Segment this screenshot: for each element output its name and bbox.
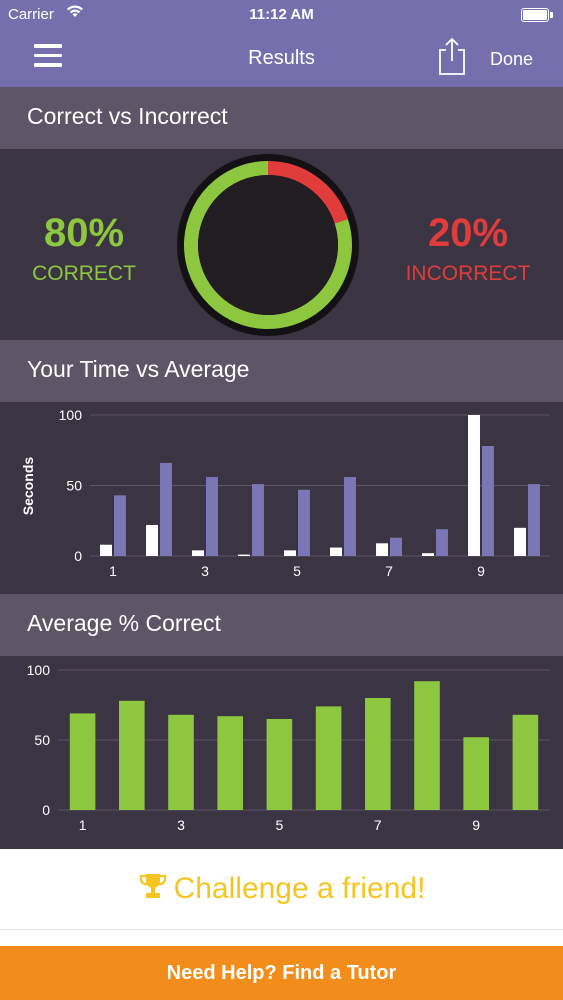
bar-series-1-4	[238, 554, 250, 556]
status-bar: Carrier 11:12 AM	[0, 0, 563, 30]
bar-series-1-1	[69, 713, 96, 810]
y-tick-label: 100	[27, 662, 51, 678]
divider	[0, 929, 563, 947]
section-title: Average % Correct	[27, 610, 221, 636]
time-chart-panel: Seconds 0 50 100 1 3 5 7 9	[0, 402, 563, 594]
bar-series-2-6	[344, 477, 356, 556]
bar-series-1-6	[315, 706, 342, 810]
donut-chart	[177, 154, 359, 336]
bar-series-1-3	[168, 714, 194, 810]
bar-series-2-4	[252, 484, 264, 556]
correct-stat: 80% CORRECT	[14, 211, 154, 286]
x-tick-label: 9	[477, 563, 485, 579]
bar-series-2-9	[482, 446, 494, 556]
y-tick-label: 50	[34, 732, 50, 748]
bar-series-1-2	[146, 524, 158, 556]
bar-series-2-1	[114, 495, 126, 556]
correct-label: CORRECT	[32, 262, 136, 285]
time-bar-chart: 0 50 100 1 3 5 7 9	[59, 407, 550, 579]
carrier-label: Carrier	[8, 6, 54, 23]
bar-series-1-9	[468, 415, 480, 556]
bar-series-1-3	[192, 550, 204, 556]
bar-series-1-9	[463, 737, 489, 810]
x-tick-label: 1	[109, 563, 117, 579]
bar-series-1-7	[376, 543, 388, 556]
challenge-button[interactable]: Challenge a friend!	[0, 849, 563, 929]
bar-series-1-8	[414, 681, 440, 810]
menu-icon[interactable]	[34, 44, 62, 68]
correct-percent: 80%	[43, 211, 125, 255]
average-correct-header: Average % Correct	[0, 594, 563, 656]
bar-series-1-10	[512, 714, 539, 810]
bar-series-1-5	[284, 550, 296, 556]
donut-incorrect-arc	[184, 161, 352, 329]
incorrect-stat: 20% INCORRECT	[392, 211, 544, 286]
find-tutor-button[interactable]: Need Help? Find a Tutor	[0, 946, 563, 1000]
bar-series-1-8	[422, 553, 434, 556]
trophy-icon	[138, 871, 168, 909]
y-tick-label: 100	[59, 407, 83, 423]
done-button[interactable]: Done	[490, 49, 534, 69]
incorrect-label: INCORRECT	[405, 262, 531, 285]
y-tick-label: 0	[74, 548, 82, 564]
bar-series-1-5	[266, 719, 293, 810]
nav-bar: Results Done	[0, 30, 563, 87]
x-tick-label: 7	[385, 563, 393, 579]
battery-icon	[521, 8, 553, 22]
bar-series-1-7	[365, 698, 391, 810]
bar-series-1-4	[217, 716, 243, 810]
x-tick-label: 7	[374, 817, 382, 833]
section-title: Your Time vs Average	[27, 356, 250, 382]
average-bar-chart: 0 50 100 1 3 5 7 9	[27, 662, 550, 833]
x-tick-label: 5	[293, 563, 301, 579]
x-tick-label: 3	[201, 563, 209, 579]
page-title: Results	[248, 47, 315, 69]
bar-series-2-7	[390, 537, 402, 556]
x-tick-label: 1	[79, 817, 87, 833]
correct-vs-incorrect-panel: 80% CORRECT 20% INCORRECT	[0, 149, 563, 340]
x-tick-label: 5	[276, 817, 284, 833]
bar-series-2-5	[298, 489, 310, 556]
clock: 11:12 AM	[249, 6, 314, 23]
share-icon[interactable]	[436, 36, 468, 81]
average-chart-panel: 0 50 100 1 3 5 7 9	[0, 656, 563, 849]
x-tick-label: 9	[472, 817, 480, 833]
bar-series-2-2	[160, 462, 172, 556]
bar-series-1-10	[514, 527, 526, 556]
correct-vs-incorrect-header: Correct vs Incorrect	[0, 87, 563, 149]
incorrect-percent: 20%	[427, 211, 509, 255]
y-tick-label: 50	[66, 478, 82, 494]
bar-series-2-3	[206, 477, 218, 556]
challenge-label: Challenge a friend!	[173, 871, 426, 905]
x-tick-label: 3	[177, 817, 185, 833]
bar-series-1-2	[119, 700, 145, 810]
wifi-icon	[66, 4, 84, 21]
find-tutor-label: Need Help? Find a Tutor	[166, 962, 397, 984]
bar-series-2-8	[436, 529, 448, 556]
time-vs-average-header: Your Time vs Average	[0, 340, 563, 402]
y-tick-label: 0	[42, 802, 50, 818]
section-title: Correct vs Incorrect	[27, 103, 228, 129]
bar-series-1-1	[100, 544, 112, 556]
bar-series-1-6	[330, 547, 342, 556]
bar-series-2-10	[528, 484, 540, 556]
